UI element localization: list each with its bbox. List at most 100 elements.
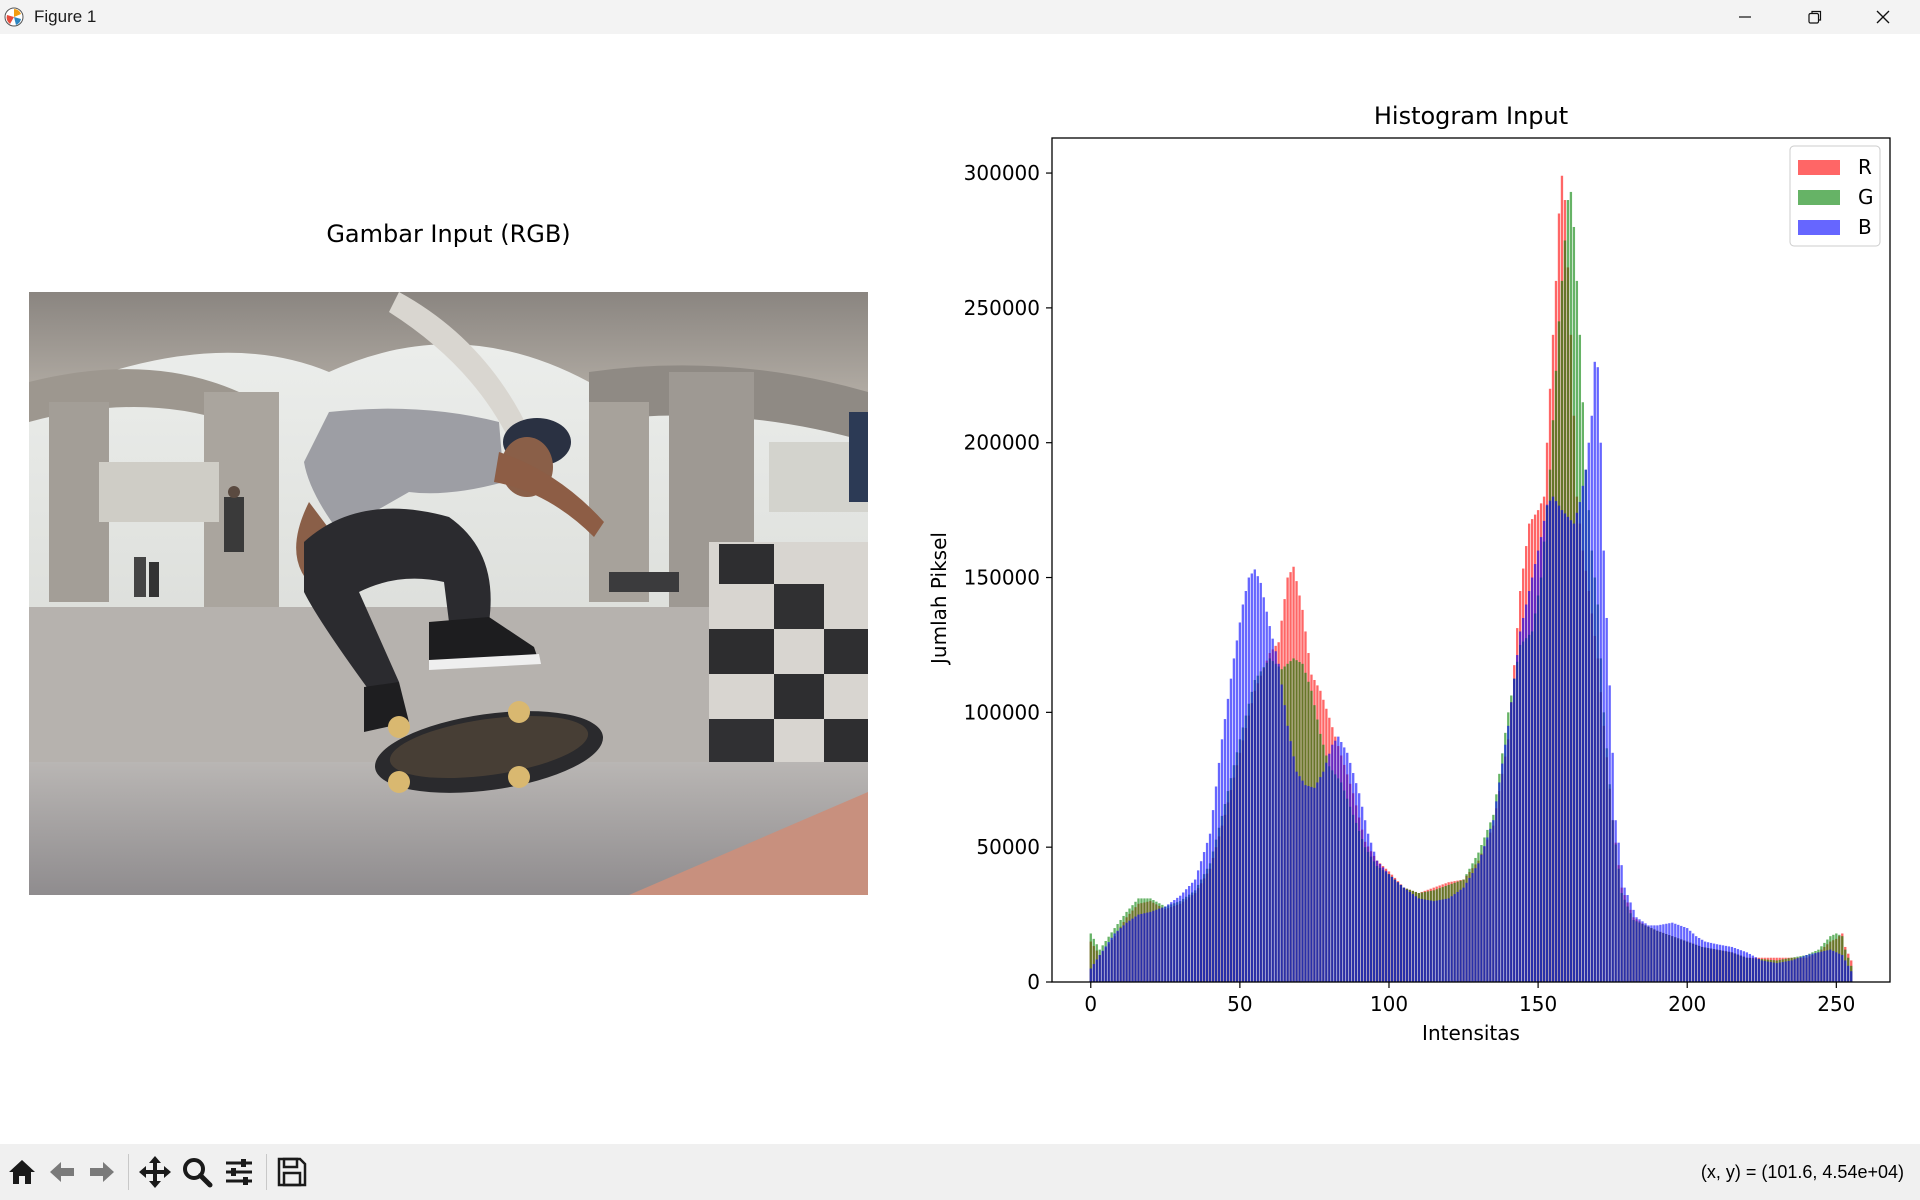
histogram-bar-b xyxy=(1694,936,1698,982)
histogram-bar-b xyxy=(1533,564,1537,982)
histogram-bar-b xyxy=(1599,442,1602,982)
histogram-bar-b xyxy=(1677,924,1680,982)
histogram-bar-b xyxy=(1659,924,1662,982)
histogram-bar-b xyxy=(1280,684,1283,982)
histogram-bar-b xyxy=(1164,906,1167,982)
histogram-bar-b xyxy=(1766,961,1769,982)
histogram-bar-b xyxy=(1817,952,1820,982)
histogram-bar-b xyxy=(1116,930,1119,982)
histogram-bar-b xyxy=(1715,944,1719,982)
home-button[interactable] xyxy=(2,1152,42,1192)
histogram-bar-b xyxy=(1563,513,1567,982)
histogram-bar-b xyxy=(1214,786,1218,982)
histogram-bar-b xyxy=(1745,952,1749,982)
histogram-bar-b xyxy=(1217,762,1221,982)
minimize-button[interactable] xyxy=(1710,0,1780,34)
histogram-bar-b xyxy=(1101,950,1104,982)
histogram-bar-b xyxy=(1316,782,1319,982)
histogram-bar-b xyxy=(1525,604,1528,982)
histogram-bar-b xyxy=(1784,961,1787,982)
forward-button[interactable] xyxy=(82,1152,122,1192)
histogram-bar-b xyxy=(1823,950,1826,982)
histogram-bar-b xyxy=(1331,744,1334,982)
histogram-bar-b xyxy=(1748,953,1751,982)
histogram-bar-b xyxy=(1271,638,1274,982)
cursor-coordinates: (x, y) = (101.6, 4.54e+04) xyxy=(1700,1162,1904,1182)
histogram-bar-b xyxy=(1751,955,1754,982)
zoom-icon xyxy=(183,1158,213,1188)
restore-button[interactable] xyxy=(1780,0,1850,34)
histogram-bar-b xyxy=(1179,895,1182,982)
histogram-bar-b xyxy=(1146,912,1149,982)
back-icon xyxy=(50,1162,74,1182)
histogram-bar-b xyxy=(1369,842,1373,982)
histogram-bar-b xyxy=(1513,678,1516,982)
histogram-bar-b xyxy=(1835,952,1838,982)
window-title: Figure 1 xyxy=(34,7,97,26)
histogram-bar-b xyxy=(1742,951,1746,982)
histogram-bar-b xyxy=(1796,958,1799,982)
histogram-bar-b xyxy=(1787,960,1790,982)
histogram-bar-b xyxy=(1420,898,1423,982)
legend-label-g: G xyxy=(1858,185,1874,209)
histogram-bar-b xyxy=(1256,576,1259,982)
histogram-bar-b xyxy=(1104,946,1107,982)
histogram-bar-b xyxy=(1793,959,1796,982)
pan-button[interactable] xyxy=(135,1152,175,1192)
histogram-bar-b xyxy=(1486,837,1489,982)
histogram-bar-b xyxy=(1220,739,1224,982)
histogram-bar-b xyxy=(1781,962,1784,982)
histogram-bar-b xyxy=(1477,863,1480,982)
histogram-bar-b xyxy=(1805,955,1808,982)
histogram-bar-b xyxy=(1832,950,1835,982)
histogram-bar-b xyxy=(1647,925,1650,982)
histogram-bar-b xyxy=(1456,891,1459,982)
histogram-bar-b xyxy=(1721,945,1725,982)
matplotlib-logo-icon xyxy=(4,7,24,27)
save-button[interactable] xyxy=(272,1152,312,1192)
histogram-bar-b xyxy=(1343,747,1346,982)
histogram-bar-b xyxy=(1202,852,1206,982)
histogram-bar-b xyxy=(1611,752,1614,982)
histogram-bar-b xyxy=(1325,762,1328,982)
histogram-bar-b xyxy=(1838,953,1841,982)
histogram-bar-b xyxy=(1844,960,1847,982)
histogram-bar-b xyxy=(1098,955,1101,982)
close-icon xyxy=(1876,10,1890,24)
histogram-bar-b xyxy=(1519,631,1522,982)
restore-icon xyxy=(1808,10,1822,24)
histogram-bar-b xyxy=(1250,573,1253,982)
y-tick-label: 250000 xyxy=(964,296,1040,320)
chart-title: Histogram Input xyxy=(1374,102,1568,130)
histogram-bar-g xyxy=(1092,938,1095,982)
y-tick-label: 100000 xyxy=(964,700,1040,724)
histogram-bar-b xyxy=(1709,942,1713,982)
histogram-bar-b xyxy=(1259,582,1262,982)
histogram-bar-b xyxy=(1644,923,1647,982)
histogram-bar-b xyxy=(1557,505,1561,982)
histogram-bar-b xyxy=(1689,930,1692,982)
histogram-bar-b xyxy=(1724,945,1728,982)
histogram-bar-b xyxy=(1298,776,1301,982)
configure-subplots-button[interactable] xyxy=(219,1152,259,1192)
histogram-bar-b xyxy=(1205,842,1209,982)
histogram-bar-b xyxy=(1459,889,1462,982)
close-button[interactable] xyxy=(1848,0,1918,34)
histogram-bar-b xyxy=(1656,925,1659,982)
configure-subplots-icon xyxy=(226,1159,252,1185)
zoom-button[interactable] xyxy=(177,1152,217,1192)
x-tick-label: 250 xyxy=(1817,992,1855,1016)
histogram-bar-b xyxy=(1581,485,1584,982)
histogram-bar-b xyxy=(1292,756,1295,982)
histogram-bar-b xyxy=(1686,928,1689,982)
histogram-bar-b xyxy=(1629,902,1632,982)
y-tick-label: 50000 xyxy=(976,835,1040,859)
back-button[interactable] xyxy=(42,1152,82,1192)
figure-canvas[interactable]: Gambar Input (RGB) xyxy=(0,34,1920,1144)
home-icon xyxy=(9,1160,35,1184)
histogram-bar-b xyxy=(1334,740,1337,982)
save-icon xyxy=(277,1157,307,1187)
histogram-bar-b xyxy=(1554,501,1558,982)
histogram-bar-b xyxy=(1820,951,1823,982)
histogram-bar-b xyxy=(1590,415,1593,982)
